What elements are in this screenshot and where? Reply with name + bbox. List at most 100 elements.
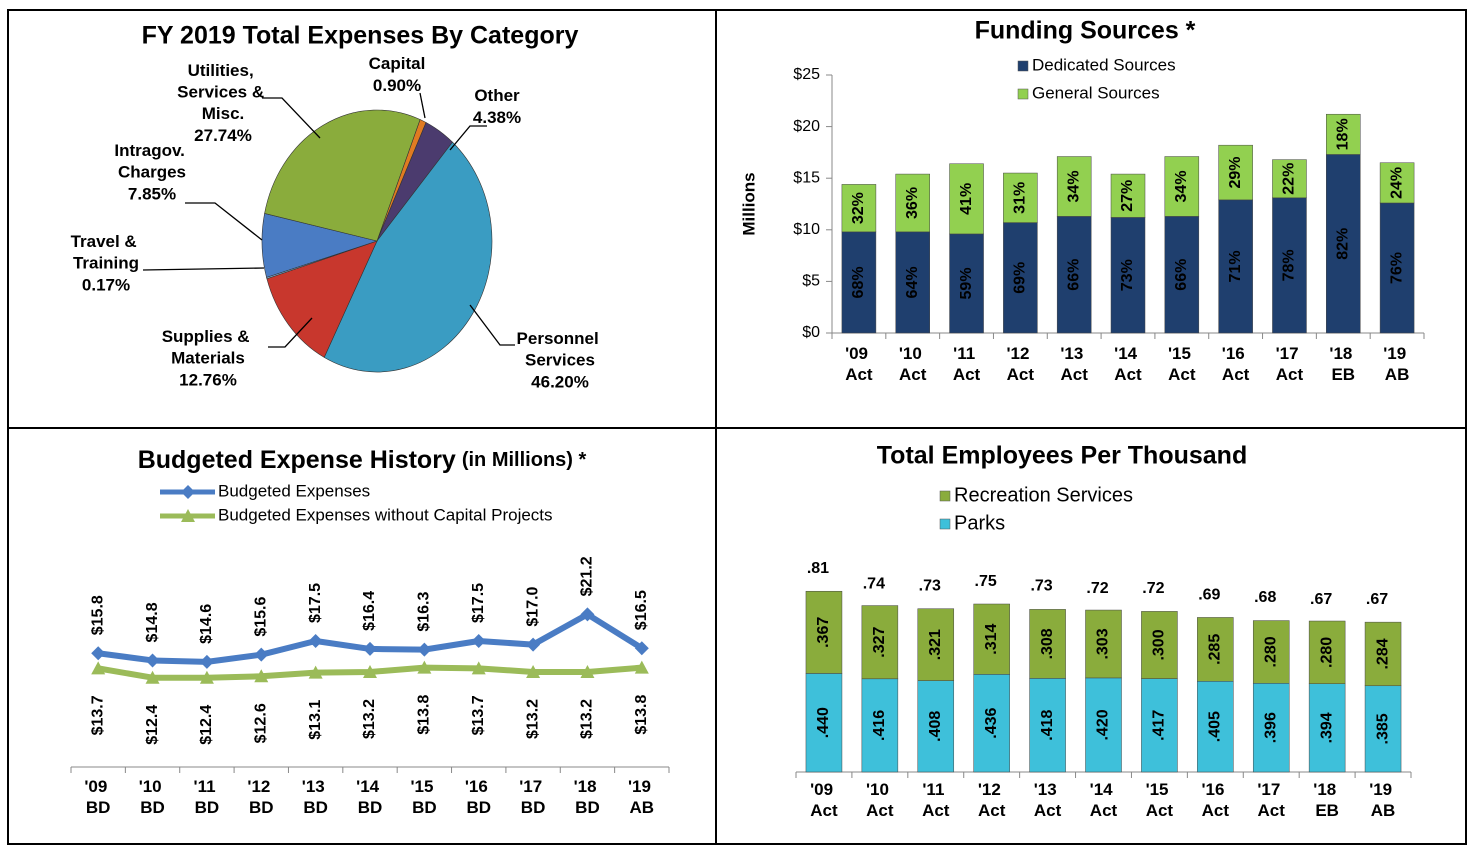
total-label: .73 (1030, 578, 1052, 595)
bar-label: 68% (850, 266, 867, 298)
legend-label: General Sources (1032, 83, 1160, 102)
value-label: $14.8 (144, 602, 161, 642)
x-tick-label: '17 BD (519, 777, 547, 817)
total-label: .67 (1310, 591, 1332, 608)
legend-swatch (939, 518, 951, 530)
total-label: .81 (807, 560, 829, 577)
bar-segment (805, 673, 843, 773)
bar-label: 27% (1119, 180, 1136, 212)
bar-segment (949, 233, 984, 334)
x-tick-label: '18 EB (1313, 780, 1341, 820)
bar-segment (1056, 156, 1092, 217)
marker (471, 634, 486, 648)
y-tick-label: $0 (802, 324, 820, 341)
x-tick-label: '18 BD (574, 777, 602, 817)
value-label: $16.3 (416, 591, 433, 631)
value-label: $17.5 (307, 583, 324, 623)
x-tick-label: '12 Act (978, 780, 1006, 820)
bar-segment (1029, 609, 1066, 679)
bar-segment (841, 184, 877, 233)
bar-label: .280 (1318, 637, 1335, 668)
leader-line (469, 304, 515, 346)
y-tick-label: $15 (793, 169, 820, 186)
x-tick-label: '16 Act (1222, 344, 1250, 384)
marker (254, 647, 269, 662)
bar-segment (1218, 144, 1253, 201)
slice-label: Other (474, 86, 520, 105)
bar-label: .436 (983, 707, 1000, 738)
x-tick-label: '10 BD (139, 777, 167, 817)
total-label: .72 (1142, 580, 1164, 597)
value-label: $15.6 (252, 597, 269, 637)
slice-value: 0.17% (82, 275, 130, 294)
bar-label: 34% (1173, 170, 1190, 202)
marker (199, 654, 214, 669)
chart-title: FY 2019 Total Expenses By Category (142, 22, 579, 50)
value-label: $21.2 (579, 556, 596, 596)
chart-title: Funding Sources * (975, 17, 1196, 45)
bar-label: .321 (927, 629, 944, 660)
y-tick-label: $25 (793, 66, 820, 83)
chart-title-main: Budgeted Expense History (138, 446, 456, 474)
bar-segment (949, 163, 984, 235)
bar-segment (841, 231, 877, 334)
bar-label: .385 (1374, 713, 1391, 744)
y-tick-label: $5 (802, 273, 820, 290)
bar-label: 66% (1065, 259, 1082, 291)
x-tick-label: '11 Act (922, 780, 950, 820)
marker (363, 641, 377, 656)
slice-label: Personnel Services (517, 329, 604, 370)
total-label: .72 (1086, 580, 1108, 597)
bar-segment (1056, 216, 1092, 334)
y-axis-label: Millions (739, 172, 758, 235)
value-label: $13.7 (470, 695, 487, 735)
bar-segment (1085, 677, 1122, 773)
value-label: $17.5 (470, 583, 487, 623)
bar-label: .284 (1374, 638, 1391, 669)
bar-segment (973, 674, 1010, 773)
slice-label: Capital (369, 54, 426, 73)
bar-segment (1364, 621, 1402, 687)
value-label: $12.4 (144, 705, 161, 745)
x-tick-label: '13 Act (1060, 344, 1088, 384)
marker (199, 670, 214, 684)
legend-label: Recreation Services (954, 484, 1133, 506)
value-label: $16.5 (633, 590, 650, 630)
marker (181, 485, 195, 499)
x-tick-label: '19 AB (1383, 344, 1411, 384)
x-tick-label: '11 BD (194, 777, 221, 817)
bar-label: .367 (815, 617, 832, 648)
bar-label: .405 (1207, 711, 1224, 742)
leader-line (419, 92, 426, 119)
bar-segment (1164, 216, 1200, 334)
bar-label: .327 (871, 627, 888, 658)
bar-segment (1003, 172, 1038, 223)
legend-label: Dedicated Sources (1032, 55, 1176, 74)
slice-label: Utilities, Services & Misc. (177, 61, 269, 123)
chart-title: Total Employees Per Thousand (877, 442, 1247, 470)
slice-label: Supplies & Materials (162, 327, 255, 368)
value-label: $13.2 (361, 699, 378, 739)
x-tick-label: '15 Act (1168, 344, 1196, 384)
marker (417, 660, 432, 674)
slice-value: 4.38% (473, 108, 521, 127)
bar-segment (895, 231, 930, 334)
x-tick-label: '19 AB (1369, 780, 1397, 820)
y-tick-label: $10 (793, 221, 820, 238)
legend-label: Budgeted Expenses (218, 481, 370, 500)
bar-segment (1085, 609, 1122, 679)
bar-label: .308 (1039, 628, 1056, 659)
value-label: $17.0 (524, 586, 541, 626)
bar-segment (973, 603, 1010, 675)
x-tick-label: '17 Act (1276, 344, 1304, 384)
chart-subtitle: (in Millions) * (462, 449, 587, 471)
x-tick-label: '15 Act (1146, 780, 1174, 820)
x-tick-label: '10 Act (899, 344, 927, 384)
marker (417, 642, 432, 657)
value-label: $12.6 (252, 703, 269, 743)
marker (145, 653, 160, 668)
x-tick-label: '12 BD (247, 777, 275, 817)
marker (634, 660, 649, 674)
bar-label: .418 (1039, 710, 1056, 741)
